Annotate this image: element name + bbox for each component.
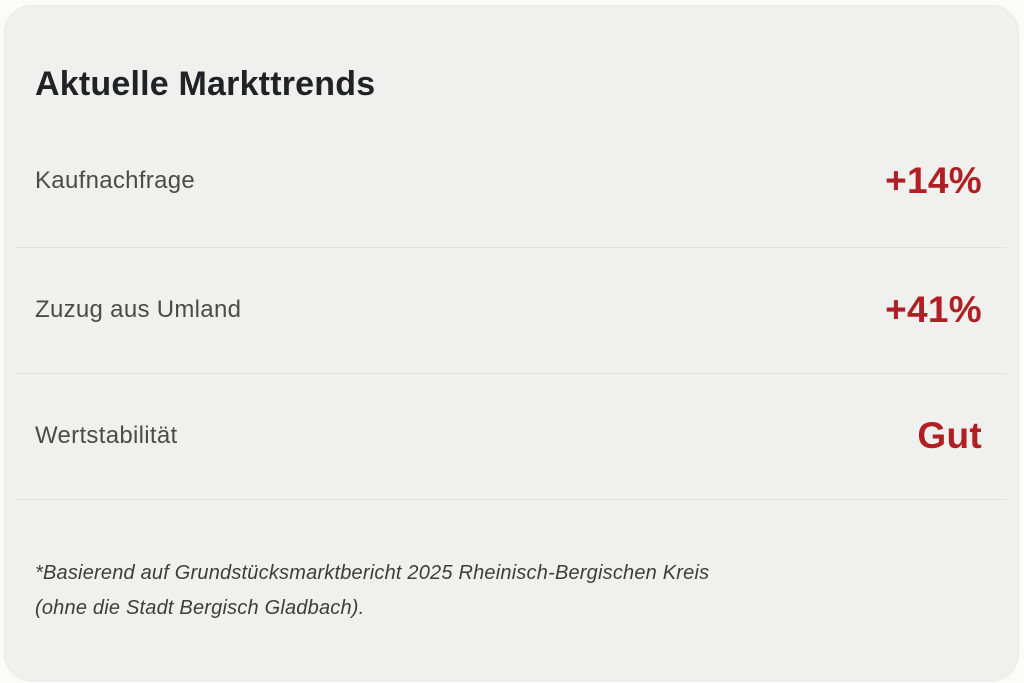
trend-row-zuzug: Zuzug aus Umland +41%: [16, 248, 1007, 374]
footnote-line-1: *Basierend auf Grundstücksmarktbericht 2…: [35, 561, 710, 584]
footnote-line-2: (ohne die Stadt Bergisch Gladbach).: [35, 596, 365, 619]
market-trends-card: Aktuelle Markttrends Kaufnachfrage +14% …: [4, 5, 1019, 681]
card-title: Aktuelle Markttrends: [35, 65, 376, 103]
trend-value: Gut: [917, 415, 982, 457]
trend-label: Zuzug aus Umland: [35, 296, 242, 324]
trend-value: +41%: [885, 289, 982, 331]
trend-label: Wertstabilität: [35, 422, 178, 450]
footnote: *Basierend auf Grundstücksmarktbericht 2…: [35, 556, 988, 626]
trend-label: Kaufnachfrage: [35, 166, 196, 194]
trend-row-wertstabilitaet: Wertstabilität Gut: [16, 374, 1007, 500]
trend-row-kaufnachfrage: Kaufnachfrage +14%: [16, 115, 1007, 248]
trend-value: +14%: [885, 159, 982, 201]
trend-rows: Kaufnachfrage +14% Zuzug aus Umland +41%…: [16, 115, 1007, 500]
